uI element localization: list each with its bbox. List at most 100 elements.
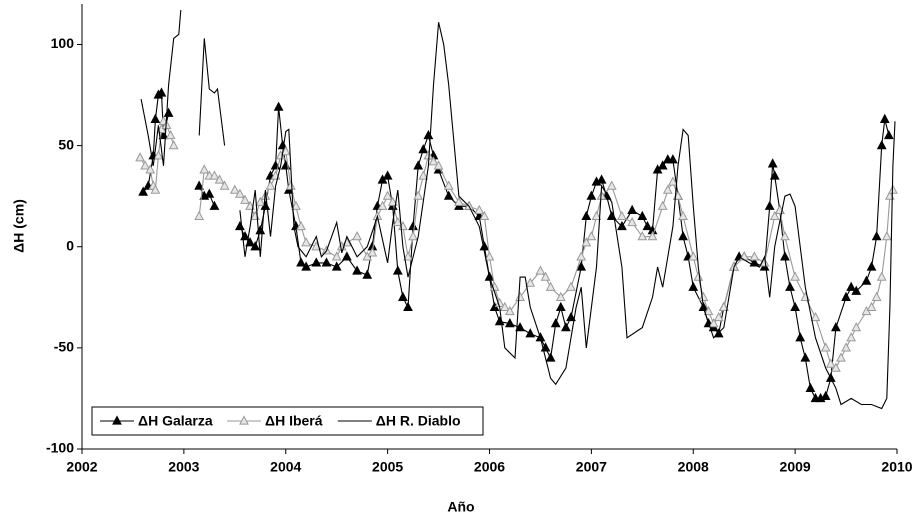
marker: [678, 231, 688, 241]
marker: [408, 231, 418, 241]
marker: [296, 220, 306, 231]
marker: [576, 261, 587, 271]
marker: [596, 174, 607, 184]
legend-box: [91, 406, 484, 436]
marker: [550, 318, 561, 328]
marker: [764, 200, 775, 210]
marker: [199, 164, 210, 174]
marker: [871, 231, 882, 241]
marker: [387, 196, 398, 206]
marker: [790, 301, 801, 312]
marker: [790, 271, 801, 281]
marker: [576, 251, 587, 261]
marker: [667, 154, 678, 164]
marker: [525, 277, 536, 287]
marker: [617, 210, 627, 221]
x-tick-label: 2008: [678, 459, 709, 475]
marker: [596, 190, 607, 200]
marker: [413, 160, 424, 170]
marker: [830, 362, 841, 372]
marker: [499, 301, 510, 312]
marker: [581, 210, 592, 221]
marker: [235, 188, 245, 198]
y-axis-label: ΔH (cm): [11, 199, 27, 253]
marker: [377, 200, 388, 210]
marker: [586, 231, 597, 241]
marker: [156, 87, 167, 97]
marker: [250, 241, 261, 251]
marker: [301, 237, 312, 247]
y-tick-label: 100: [51, 35, 75, 51]
marker: [291, 200, 301, 210]
marker: [331, 251, 342, 261]
marker: [703, 305, 714, 316]
marker: [881, 231, 892, 241]
marker: [479, 241, 490, 251]
marker: [866, 261, 877, 271]
marker: [443, 190, 454, 200]
marker: [769, 210, 780, 221]
marker: [163, 107, 174, 117]
marker: [866, 301, 877, 312]
y-tick-label: -50: [54, 339, 74, 355]
marker: [810, 311, 821, 322]
marker: [194, 210, 205, 221]
x-tick-label: 2002: [66, 459, 97, 475]
marker: [800, 352, 811, 362]
legend-label: ΔH Galarza: [138, 413, 213, 429]
marker: [135, 152, 145, 162]
marker: [382, 190, 393, 200]
marker: [841, 291, 851, 301]
legend-label: ΔH R. Diablo: [376, 413, 461, 429]
marker: [647, 231, 658, 241]
marker: [805, 382, 816, 392]
legend-marker: [112, 415, 122, 425]
marker: [535, 265, 546, 275]
marker: [785, 281, 795, 291]
marker: [555, 291, 566, 301]
marker: [662, 184, 673, 194]
marker: [846, 281, 857, 291]
marker: [667, 176, 678, 186]
marker: [883, 129, 894, 140]
marker: [637, 210, 648, 221]
marker: [484, 251, 495, 261]
x-axis-label: Año: [447, 499, 474, 515]
marker: [688, 281, 699, 291]
marker: [255, 224, 266, 235]
marker: [617, 220, 627, 231]
marker: [586, 190, 597, 200]
marker: [367, 247, 378, 257]
legend-marker: [239, 415, 249, 425]
marker: [265, 180, 276, 190]
marker: [718, 301, 729, 312]
marker: [515, 291, 525, 301]
marker: [245, 200, 255, 210]
marker: [140, 160, 151, 170]
marker: [285, 180, 296, 190]
marker: [209, 170, 220, 180]
marker: [759, 257, 770, 267]
x-tick-label: 2005: [372, 459, 403, 475]
marker: [606, 180, 617, 190]
marker: [876, 140, 887, 150]
y-tick-label: 50: [58, 136, 74, 152]
marker: [871, 291, 882, 301]
marker: [204, 188, 215, 198]
marker: [555, 301, 566, 312]
marker: [392, 216, 403, 227]
marker: [219, 180, 230, 190]
marker: [296, 257, 306, 267]
marker: [423, 129, 434, 140]
marker: [780, 251, 790, 261]
marker: [311, 257, 322, 267]
legend: ΔH Galarza ΔH Iberá ΔH R. Diablo: [91, 406, 484, 436]
marker: [545, 281, 556, 291]
marker: [795, 332, 806, 342]
marker: [433, 160, 444, 170]
marker: [245, 237, 255, 247]
marker: [657, 160, 668, 170]
marker: [428, 156, 439, 166]
marker: [352, 231, 362, 241]
